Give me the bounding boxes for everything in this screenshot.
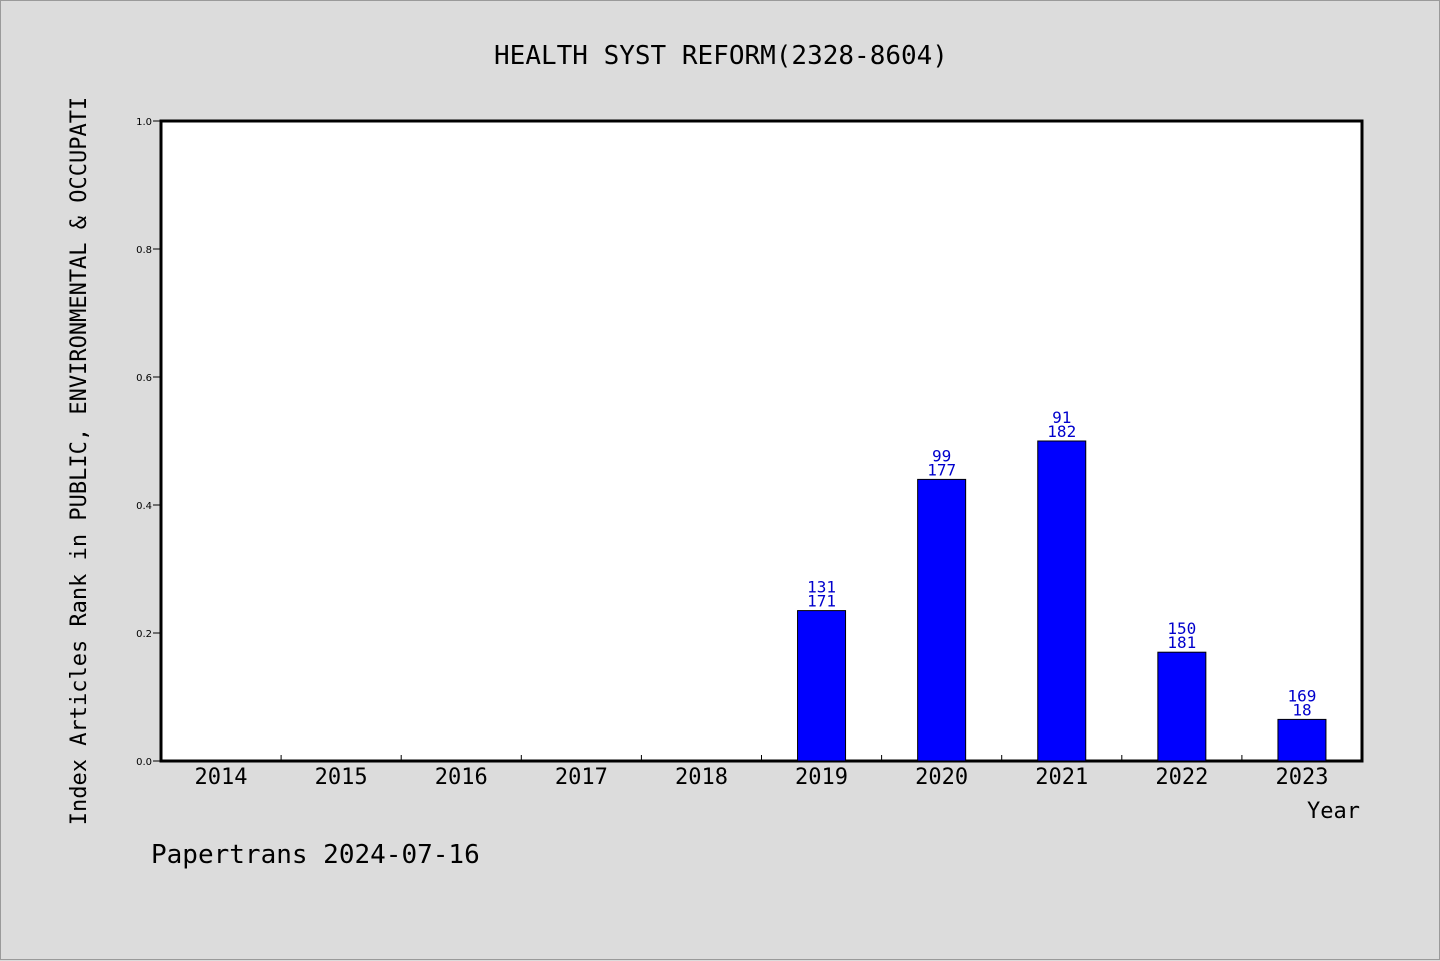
- x-axis-ticks: 2014 2015 2016 2017 2018 2019 2020 2021 2022 2023: [195, 755, 1328, 790]
- x-tick-label: 2017: [555, 765, 608, 790]
- footer-credit: Papertrans 2024-07-16: [151, 840, 480, 870]
- x-tick-label: 2020: [915, 765, 968, 790]
- y-tick-label: 0.8: [136, 245, 152, 256]
- x-tick-label: 2023: [1275, 765, 1328, 790]
- bar-label-top: 91: [1052, 408, 1071, 427]
- y-axis-label: Index Articles Rank in PUBLIC, ENVIRONME…: [67, 97, 92, 825]
- y-tick-label: 0.6: [136, 373, 152, 384]
- y-axis-ticks: 0.0 0.2 0.4 0.6 0.8 1.0: [136, 117, 161, 768]
- x-tick-label: 2021: [1035, 765, 1088, 790]
- bar-label-top: 150: [1167, 619, 1196, 638]
- x-tick-label: 2016: [435, 765, 488, 790]
- bars: [797, 440, 1327, 762]
- bar-label-bottom: 18: [1292, 700, 1311, 719]
- bar-label-bottom: 182: [1047, 422, 1076, 441]
- x-tick-label: 2014: [195, 765, 248, 790]
- bar-2020: [917, 478, 967, 762]
- y-tick-label: 0.0: [136, 757, 152, 768]
- bar-2021: [1037, 440, 1087, 762]
- x-tick-label: 2018: [675, 765, 728, 790]
- bar-2019: [797, 610, 847, 762]
- bar-2023: [1277, 718, 1327, 762]
- x-tick-label: 2019: [795, 765, 848, 790]
- bar-label-top: 99: [932, 446, 951, 465]
- y-tick-label: 1.0: [136, 117, 152, 128]
- x-tick-label: 2022: [1155, 765, 1208, 790]
- bar-2022: [1157, 651, 1207, 762]
- y-tick-label: 0.2: [136, 629, 152, 640]
- bar-label-bottom: 177: [927, 460, 956, 479]
- bar-label-bottom: 171: [807, 592, 836, 611]
- chart-title: HEALTH SYST REFORM(2328-8604): [494, 41, 948, 71]
- y-tick-label: 0.4: [136, 501, 152, 512]
- x-tick-label: 2015: [315, 765, 368, 790]
- bar-label-top: 131: [807, 578, 836, 597]
- x-axis-label: Year: [1307, 799, 1360, 824]
- bar-label-top: 169: [1287, 686, 1316, 705]
- bar-label-bottom: 181: [1167, 633, 1196, 652]
